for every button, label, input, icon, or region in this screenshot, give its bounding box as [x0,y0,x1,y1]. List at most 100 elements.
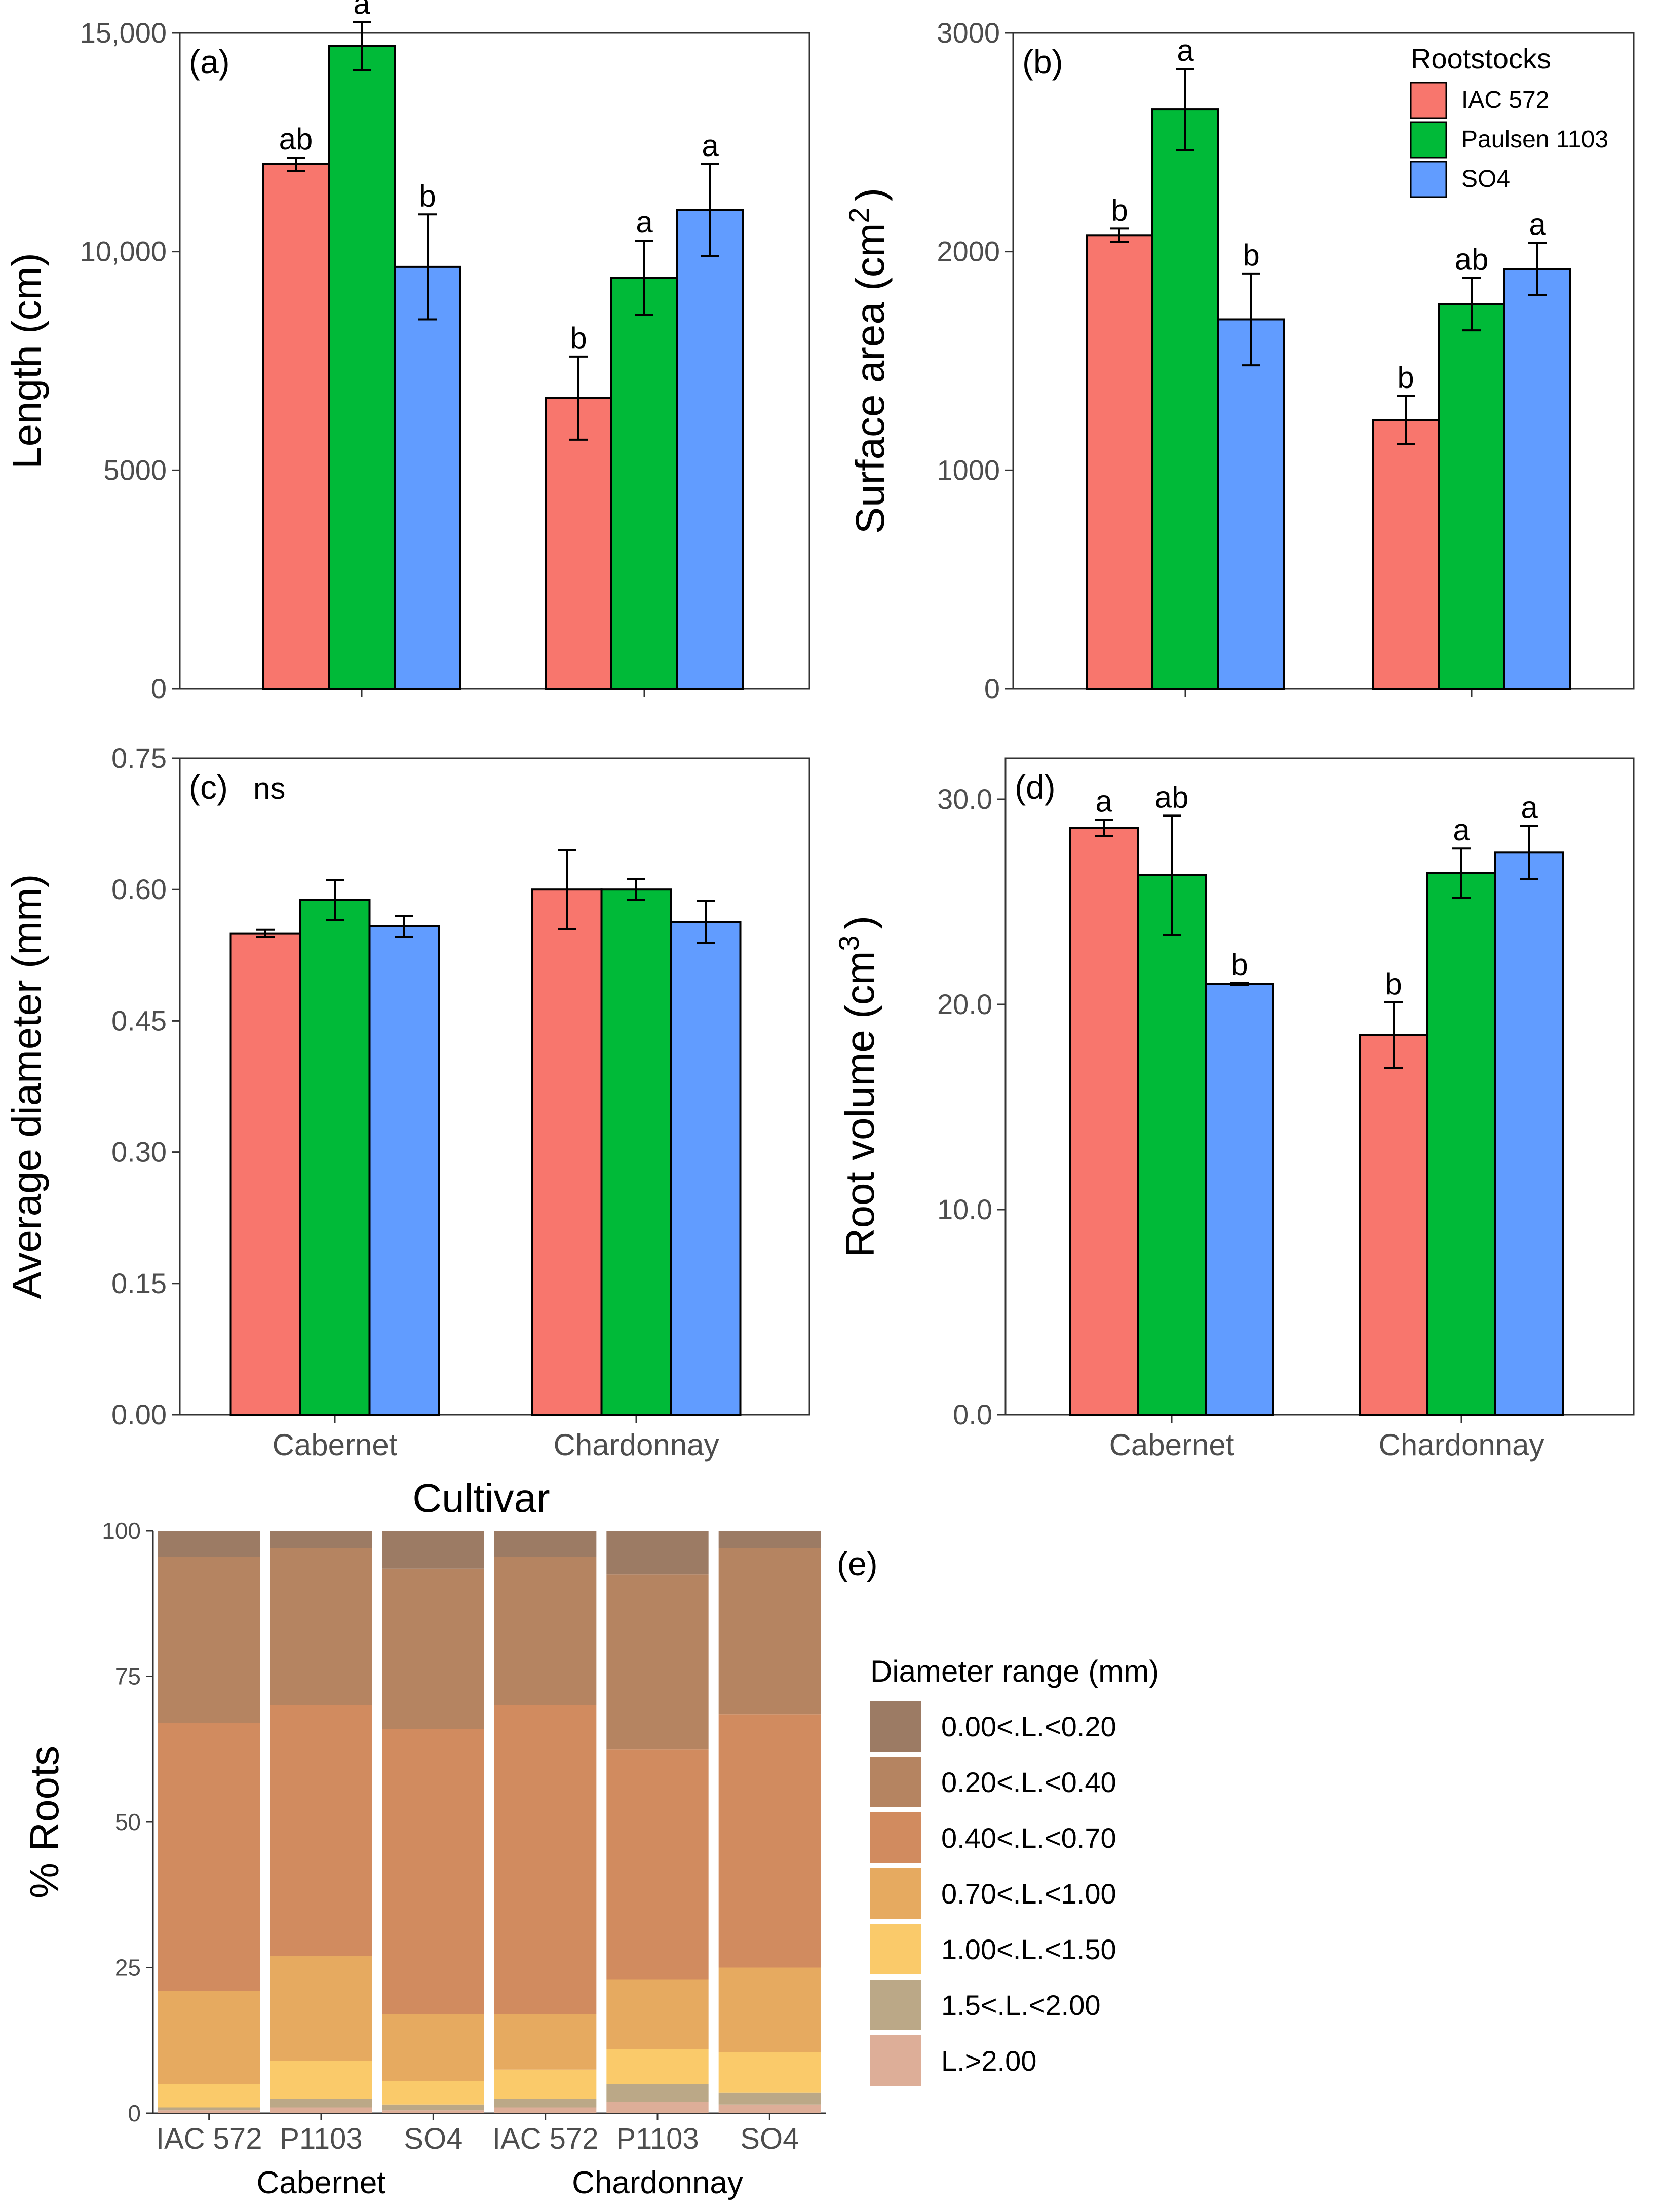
stack-segment [382,2104,484,2111]
y-tick-label: 0 [984,673,1000,705]
stack-segment [382,2014,484,2081]
stack-segment [270,2099,372,2108]
stack-segment [718,2092,821,2105]
y-tick-label: 5000 [103,454,167,486]
legend-swatch [1410,121,1447,159]
legend-title: Rootstocks [1411,43,1551,74]
stack-segment [158,1991,260,2084]
bar [1426,872,1496,1416]
stack-segment [606,1574,709,1750]
bar [328,45,396,690]
y-tick-label: 0.15 [111,1267,167,1299]
stack-segment [718,1548,821,1715]
legend-label: 0.00<.L.<0.20 [941,1711,1116,1742]
stack-segment [158,2084,260,2108]
stack-segment [158,1531,260,1557]
stack-segment [606,2049,709,2084]
legend-swatch [870,2035,921,2086]
y-axis-label: Average diameter (mm) [4,874,49,1299]
bar [1151,108,1219,690]
y-tick-label: 10.0 [937,1193,992,1225]
bar [368,925,440,1416]
significance-letter: b [1385,967,1402,1001]
bar [1137,874,1207,1416]
stack-segment [718,2052,821,2093]
stack-segment [382,1729,484,2014]
significance-letter: a [702,129,719,163]
x-tick-label: SO4 [404,2122,462,2155]
legend-label: 1.00<.L.<1.50 [941,1933,1116,1965]
x-tick-label: SO4 [740,2122,799,2155]
y-axis-label: Surface area (cm2) [843,188,893,534]
x-tick-label: Cabernet [1109,1428,1234,1462]
stack-segment [494,2014,597,2070]
y-tick-label: 50 [115,1809,141,1835]
significance-letter: b [1111,193,1128,227]
legend-label: 0.40<.L.<0.70 [941,1822,1116,1854]
stack-segment [718,1714,821,1968]
legend-swatch [870,1868,921,1919]
x-tick-label: P1103 [616,2122,699,2155]
x-tick-label: Chardonnay [1379,1428,1544,1462]
significance-letter: a [1521,791,1538,825]
x-tick-label: Chardonnay [554,1428,719,1462]
significance-letter: a [636,205,653,239]
bar [531,888,603,1416]
y-axis-label-text: % Roots [22,1745,67,1898]
stack-segment [494,2099,597,2108]
y-axis-label: Root volume (cm3) [833,916,882,1257]
stack-segment [606,2084,709,2102]
stack-segment [494,2107,597,2113]
significance-letter: a [353,0,370,20]
stack-segment [718,2104,821,2113]
significance-letter: ab [1455,242,1489,276]
legend-swatch [870,1924,921,1974]
panel-note-ns: ns [253,771,285,805]
legend-label: L.>2.00 [941,2045,1036,2077]
legend-label: 0.70<.L.<1.00 [941,1878,1116,1910]
x-tick-label: Cabernet [273,1428,398,1462]
stack-segment [382,2110,484,2113]
y-tick-label: 2000 [937,236,1000,267]
bar [299,899,371,1416]
y-tick-label: 0.45 [111,1004,167,1036]
stack-segment [270,1531,372,1548]
significance-letter: a [1529,207,1546,241]
stack-segment [270,1548,372,1705]
stack-segment [382,2081,484,2105]
y-axis-label: Length (cm) [4,253,49,469]
bar [600,888,672,1416]
panel-label: (d) [1015,768,1056,806]
y-tick-label: 30.0 [937,783,992,815]
legend-label: Paulsen 1103 [1461,126,1608,153]
bar [610,277,678,690]
panel-d: 0.0 10.0 20.0 30.0 Root volume (cm3) (d) Caber… [833,757,1635,1462]
y-tick-label: 0.00 [111,1399,167,1430]
y-axis-label-end: ) [837,916,882,929]
stack-segment [158,1557,260,1723]
y-tick-label: 75 [115,1663,141,1690]
y-axis-label-text: Surface area (cm [847,223,893,534]
bar [1205,983,1274,1416]
bar [545,397,612,690]
y-tick-label: 1000 [937,454,1000,486]
bar [1503,268,1571,690]
significance-letter: b [570,321,587,355]
panel-frame [1004,757,1635,1416]
bar [394,265,461,690]
y-axis-label-superscript: 3 [833,935,865,951]
y-tick-label: 0 [128,2100,141,2126]
legend-swatch [1410,82,1447,119]
bar [1438,303,1505,690]
bar [229,932,301,1416]
significance-letter: a [1095,785,1112,819]
x-tick-label: IAC 572 [492,2122,599,2155]
legend-swatch [870,1980,921,2030]
legend-label: 0.20<.L.<0.40 [941,1766,1116,1798]
y-tick-label: 0.30 [111,1136,167,1168]
stack-segment [158,1723,260,1991]
legend-label: SO4 [1461,166,1510,192]
stack-segment [382,1531,484,1569]
panel-label: (b) [1022,43,1063,81]
